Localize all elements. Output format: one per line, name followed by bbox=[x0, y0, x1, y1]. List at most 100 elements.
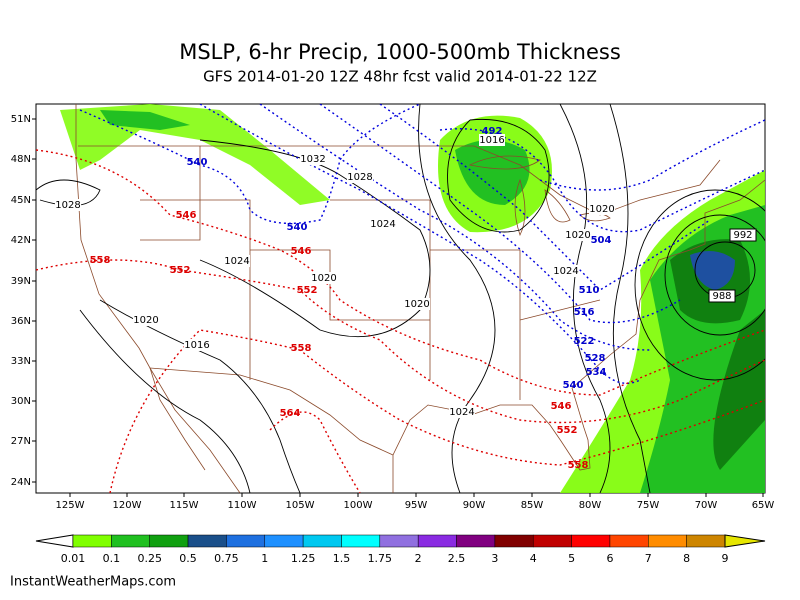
lon-label: 70W bbox=[695, 500, 718, 511]
lat-label: 39N bbox=[11, 276, 31, 287]
thickness-label: 516 bbox=[574, 307, 595, 318]
pressure-label: 988 bbox=[712, 291, 731, 302]
isobar bbox=[634, 189, 765, 381]
legend-swatch bbox=[609, 534, 649, 548]
thickness-label: 552 bbox=[170, 265, 191, 276]
lat-label: 51N bbox=[11, 114, 31, 125]
isobar bbox=[609, 104, 651, 493]
thickness-label: 534 bbox=[586, 367, 607, 378]
legend-swatch bbox=[417, 534, 457, 548]
lon-label: 125W bbox=[56, 500, 85, 511]
lat-label: 27N bbox=[11, 436, 31, 447]
lon-label: 110W bbox=[228, 500, 257, 511]
footer: InstantWeatherMaps.com bbox=[10, 575, 176, 590]
pressure-label: 1020 bbox=[133, 315, 158, 326]
thickness-label: 492 bbox=[482, 126, 503, 137]
legend-arrow bbox=[35, 534, 74, 548]
lon-label: 80W bbox=[579, 500, 602, 511]
pressure-label: 1024 bbox=[449, 407, 474, 418]
thickness-label: 528 bbox=[585, 353, 606, 364]
lon-label: 115W bbox=[170, 500, 199, 511]
pressure-label: 1024 bbox=[370, 219, 395, 230]
thickness-label: 546 bbox=[176, 210, 197, 221]
pressure-label: 992 bbox=[733, 230, 752, 241]
pressure-label: 1020 bbox=[311, 273, 336, 284]
subtitle: GFS 2014-01-20 12Z 48hr fcst valid 2014-… bbox=[203, 68, 597, 86]
legend-swatch bbox=[187, 534, 227, 548]
pressure-label: 1020 bbox=[404, 299, 429, 310]
thickness bbox=[36, 104, 765, 493]
map-axes: 51N 48N 45N 42N 39N 36N 33N 30N 27N 24N 125W 120W 11… bbox=[11, 114, 775, 511]
legend-label: 1.5 bbox=[333, 552, 351, 565]
thickness-line bbox=[199, 104, 641, 384]
isobar bbox=[447, 118, 550, 233]
legend-label: 8 bbox=[683, 552, 690, 565]
legend-swatch bbox=[571, 534, 611, 548]
lon-label: 100W bbox=[344, 500, 373, 511]
lat-label: 33N bbox=[11, 356, 31, 367]
label-bg bbox=[184, 339, 210, 351]
legend-swatch bbox=[149, 534, 189, 548]
legend-label: 4 bbox=[530, 552, 537, 565]
label-bg bbox=[553, 265, 579, 277]
legend-swatch bbox=[264, 534, 304, 548]
coastline bbox=[75, 104, 241, 493]
legend-arrow bbox=[724, 534, 766, 548]
lat-label: 48N bbox=[11, 154, 31, 165]
label-bg bbox=[449, 406, 475, 418]
label-bg bbox=[729, 228, 757, 242]
pressure-label: 1028 bbox=[55, 200, 80, 211]
thickness-line bbox=[79, 104, 421, 225]
precip-legend: 0.01 0.1 0.25 0.5 0.75 1 1.25 1.5 1.75 2 2.5 3 4 5 6 7 8… bbox=[35, 534, 766, 565]
legend-swatch bbox=[456, 534, 496, 548]
legend-label: 0.25 bbox=[137, 552, 162, 565]
isobar bbox=[418, 104, 496, 493]
lon-label: 120W bbox=[113, 500, 142, 511]
legend-swatch bbox=[379, 534, 419, 548]
title: MSLP, 6-hr Precip, 1000-500mb Thickness bbox=[179, 40, 621, 64]
pressure-label: 1020 bbox=[589, 204, 614, 215]
pressure-label: 1016 bbox=[479, 135, 504, 146]
precip-area bbox=[100, 110, 190, 130]
thickness-label: 504 bbox=[591, 235, 612, 246]
isobar bbox=[79, 309, 251, 493]
isobar bbox=[664, 214, 765, 336]
legend-swatch bbox=[494, 534, 534, 548]
legend-label: 2 bbox=[415, 552, 422, 565]
legend-swatch bbox=[686, 534, 726, 548]
legend-swatch bbox=[302, 534, 342, 548]
label-bg bbox=[55, 199, 81, 211]
lon-label: 105W bbox=[286, 500, 315, 511]
map: 1028 1032 1028 1024 1024 1020 1020 1020 1016 1016… bbox=[11, 103, 775, 511]
thickness-label: 540 bbox=[287, 222, 308, 233]
label-bg bbox=[300, 153, 326, 165]
thickness-line bbox=[319, 104, 681, 324]
legend-label: 2.5 bbox=[448, 552, 466, 565]
label-bg bbox=[224, 255, 250, 267]
label-bg bbox=[479, 134, 505, 146]
legend-label: 0.1 bbox=[103, 552, 121, 565]
lon-label: 75W bbox=[637, 500, 660, 511]
legend-label: 5 bbox=[568, 552, 575, 565]
legend-label: 1.25 bbox=[291, 552, 316, 565]
legend-swatch bbox=[532, 534, 572, 548]
thickness-label: 522 bbox=[574, 336, 595, 347]
thickness-label: 558 bbox=[90, 255, 111, 266]
thickness-label: 540 bbox=[563, 380, 584, 391]
lat-label: 45N bbox=[11, 195, 31, 206]
label-bg bbox=[311, 272, 337, 284]
map-layers: 1028 1032 1028 1024 1024 1020 1020 1020 1016 1016… bbox=[36, 104, 765, 493]
pressure-label: 1020 bbox=[565, 230, 590, 241]
precip-area bbox=[60, 104, 330, 205]
label-bg bbox=[565, 229, 591, 241]
lon-label: 65W bbox=[752, 500, 775, 511]
label-bg bbox=[347, 171, 373, 183]
thickness-label: 546 bbox=[291, 246, 312, 257]
thickness-label: 558 bbox=[568, 460, 589, 471]
legend-swatch bbox=[72, 534, 112, 548]
lon-label: 90W bbox=[463, 500, 486, 511]
pressure-label: 1024 bbox=[553, 266, 578, 277]
legend-swatch bbox=[226, 534, 266, 548]
coastline bbox=[149, 367, 206, 471]
legend-label: 0.5 bbox=[179, 552, 197, 565]
